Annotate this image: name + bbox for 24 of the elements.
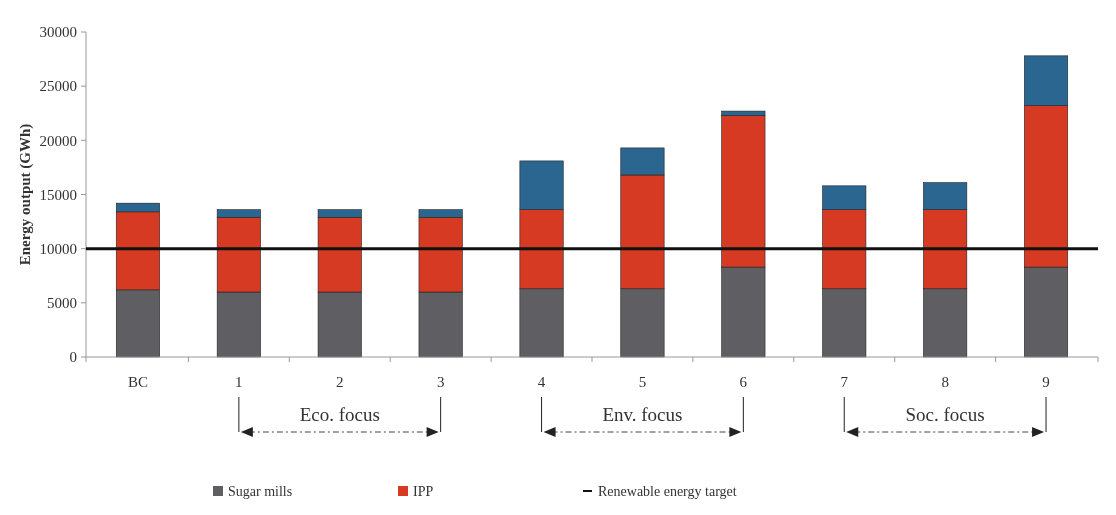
text: Soc. focus xyxy=(905,404,985,425)
x-tick-label: 3 xyxy=(436,374,445,390)
x-tick-label: 8 xyxy=(941,374,949,390)
legend-label: Renewable energy target xyxy=(598,484,737,499)
x-tick-label: BC xyxy=(127,374,148,390)
y-tick-label: 25000 xyxy=(39,78,77,95)
x-tick-label: 9 xyxy=(1042,374,1050,390)
legend-label: Sugar mills xyxy=(228,484,293,499)
y-tick-label: 15000 xyxy=(39,186,77,203)
y-tick-label: 10000 xyxy=(39,240,77,257)
legend-label: IPP xyxy=(413,484,434,499)
x-tick-label: 2 xyxy=(336,374,344,390)
x-tick-label: 1 xyxy=(235,374,243,390)
x-tick-label: 5 xyxy=(638,374,647,390)
y-tick-label: 20000 xyxy=(39,132,77,149)
text: Eco. focus xyxy=(299,404,380,425)
y-axis-title: Energy output (GWh) xyxy=(17,123,34,266)
y-tick-label: 30000 xyxy=(39,24,77,41)
x-tick-label: 6 xyxy=(739,374,748,390)
x-tick-label: 7 xyxy=(840,374,849,390)
y-tick-label: 0 xyxy=(69,349,77,366)
y-tick-label: 5000 xyxy=(47,295,77,312)
text: Env. focus xyxy=(602,404,683,425)
x-tick-label: 4 xyxy=(537,374,546,390)
